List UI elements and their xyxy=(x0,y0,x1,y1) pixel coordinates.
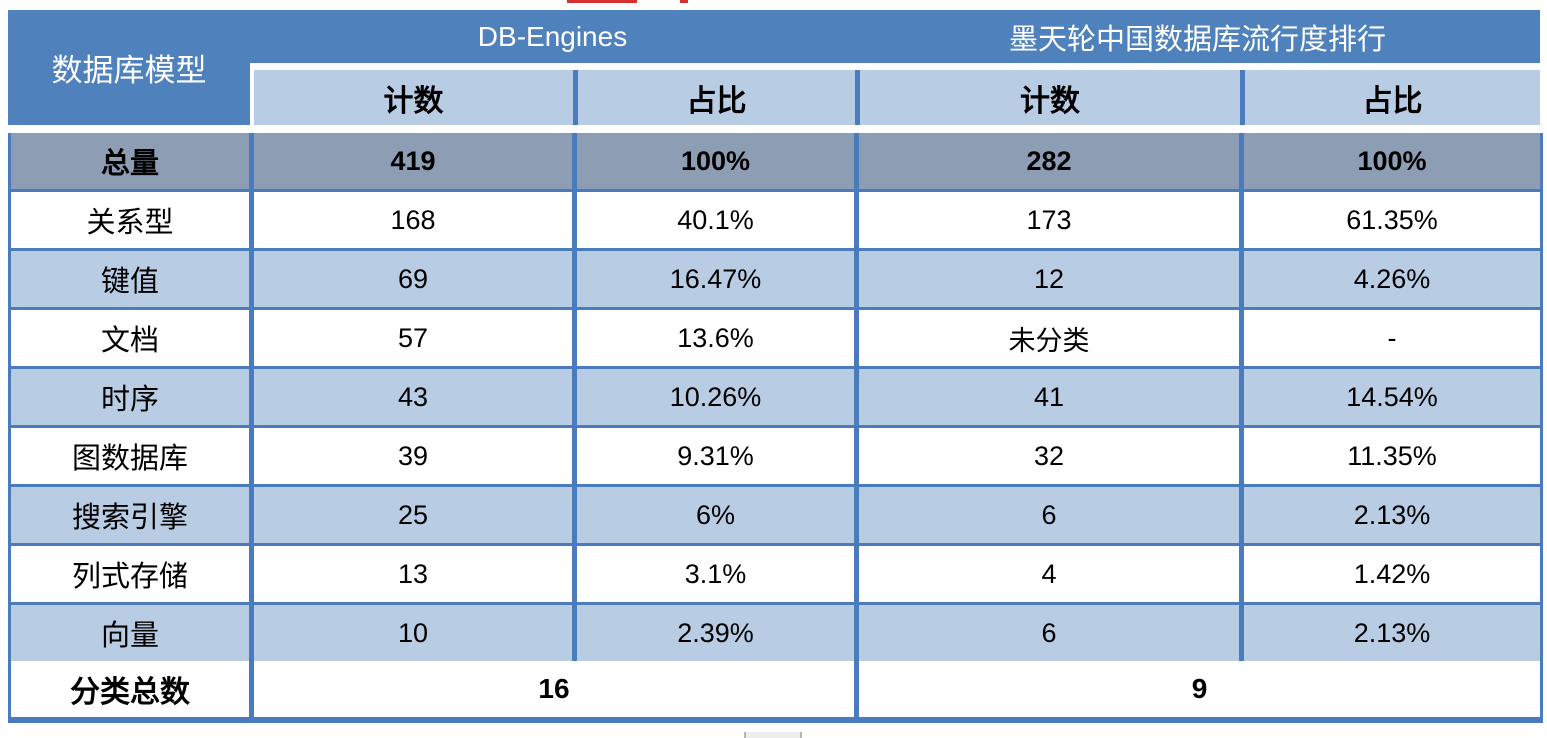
table-row: 向量 10 2.39% 6 2.13% xyxy=(9,602,1542,661)
value-cell: 57 xyxy=(249,307,575,368)
row-label-cell: 键值 xyxy=(9,248,252,309)
value-cell: 14.54% xyxy=(1239,366,1542,427)
footer-dbengines-total: 16 xyxy=(249,661,857,720)
data-table: 总量 419 100% 282 100% 关系型 168 40.1% 173 61.35% 键值 69… xyxy=(8,133,1543,723)
footer-label: 分类总数 xyxy=(9,661,252,720)
row-label-cell: 关系型 xyxy=(9,189,252,250)
value-cell: 61.35% xyxy=(1239,189,1542,250)
row-label-cell: 文档 xyxy=(9,307,252,368)
value-cell: 168 xyxy=(249,189,575,250)
value-cell: 2.13% xyxy=(1239,602,1542,661)
value-cell: 2.13% xyxy=(1239,484,1542,545)
table-row: 文档 57 13.6% 未分类 - xyxy=(9,307,1542,368)
table-row: 总量 419 100% 282 100% xyxy=(9,133,1542,191)
subheader-dbengines-share: 占比 xyxy=(573,70,855,125)
value-cell: 282 xyxy=(854,133,1242,191)
value-cell: 13.6% xyxy=(572,307,857,368)
table-row: 关系型 168 40.1% 173 61.35% xyxy=(9,189,1542,250)
footer-modb-total: 9 xyxy=(854,661,1542,720)
value-cell: 13 xyxy=(249,543,575,604)
scrollbar-artifact xyxy=(744,732,802,738)
value-cell: 1.42% xyxy=(1239,543,1542,604)
row-label-cell: 向量 xyxy=(9,602,252,661)
red-underline-artifact xyxy=(567,0,637,3)
table-row: 列式存储 13 3.1% 4 1.42% xyxy=(9,543,1542,604)
comparison-table: 数据库模型 DB-Engines 墨天轮中国数据库流行度排行 计数 占比 计数 … xyxy=(8,10,1543,723)
group-header-modb: 墨天轮中国数据库流行度排行 xyxy=(855,10,1540,63)
value-cell: 4.26% xyxy=(1239,248,1542,309)
row-label-cell: 总量 xyxy=(9,133,252,191)
table-row: 键值 69 16.47% 12 4.26% xyxy=(9,248,1542,309)
value-cell: 4 xyxy=(854,543,1242,604)
subheader-dbengines-count: 计数 xyxy=(250,70,573,125)
value-cell: 69 xyxy=(249,248,575,309)
header-body-gap xyxy=(8,125,1540,133)
table-row: 图数据库 39 9.31% 32 11.35% xyxy=(9,425,1542,486)
value-cell: 25 xyxy=(249,484,575,545)
value-cell: 39 xyxy=(249,425,575,486)
value-cell: 6 xyxy=(854,484,1242,545)
value-cell: 100% xyxy=(1239,133,1542,191)
table-row: 搜索引擎 25 6% 6 2.13% xyxy=(9,484,1542,545)
subheader-modb-count: 计数 xyxy=(855,70,1240,125)
value-cell: 6% xyxy=(572,484,857,545)
row-label-cell: 搜索引擎 xyxy=(9,484,252,545)
value-cell: 12 xyxy=(854,248,1242,309)
value-cell: 3.1% xyxy=(572,543,857,604)
row-label-cell: 列式存储 xyxy=(9,543,252,604)
row-label-cell: 图数据库 xyxy=(9,425,252,486)
value-cell: - xyxy=(1239,307,1542,368)
value-cell: 2.39% xyxy=(572,602,857,661)
value-cell: 40.1% xyxy=(572,189,857,250)
value-cell: 173 xyxy=(854,189,1242,250)
value-cell: 10.26% xyxy=(572,366,857,427)
value-cell: 16.47% xyxy=(572,248,857,309)
subheader-modb-share: 占比 xyxy=(1240,70,1540,125)
table-header: 数据库模型 DB-Engines 墨天轮中国数据库流行度排行 计数 占比 计数 … xyxy=(8,10,1540,125)
header-gap xyxy=(250,63,1540,70)
corner-header-cell: 数据库模型 xyxy=(8,10,250,125)
value-cell: 未分类 xyxy=(854,307,1242,368)
value-cell: 419 xyxy=(249,133,575,191)
value-cell: 11.35% xyxy=(1239,425,1542,486)
value-cell: 9.31% xyxy=(572,425,857,486)
value-cell: 10 xyxy=(249,602,575,661)
red-underline-artifact-2 xyxy=(680,0,688,3)
table-row-footer: 分类总数 16 9 xyxy=(9,661,1542,720)
value-cell: 43 xyxy=(249,366,575,427)
value-cell: 100% xyxy=(572,133,857,191)
table-row: 时序 43 10.26% 41 14.54% xyxy=(9,366,1542,427)
value-cell: 32 xyxy=(854,425,1242,486)
row-label-cell: 时序 xyxy=(9,366,252,427)
value-cell: 41 xyxy=(854,366,1242,427)
group-header-db-engines: DB-Engines xyxy=(250,10,855,63)
value-cell: 6 xyxy=(854,602,1242,661)
